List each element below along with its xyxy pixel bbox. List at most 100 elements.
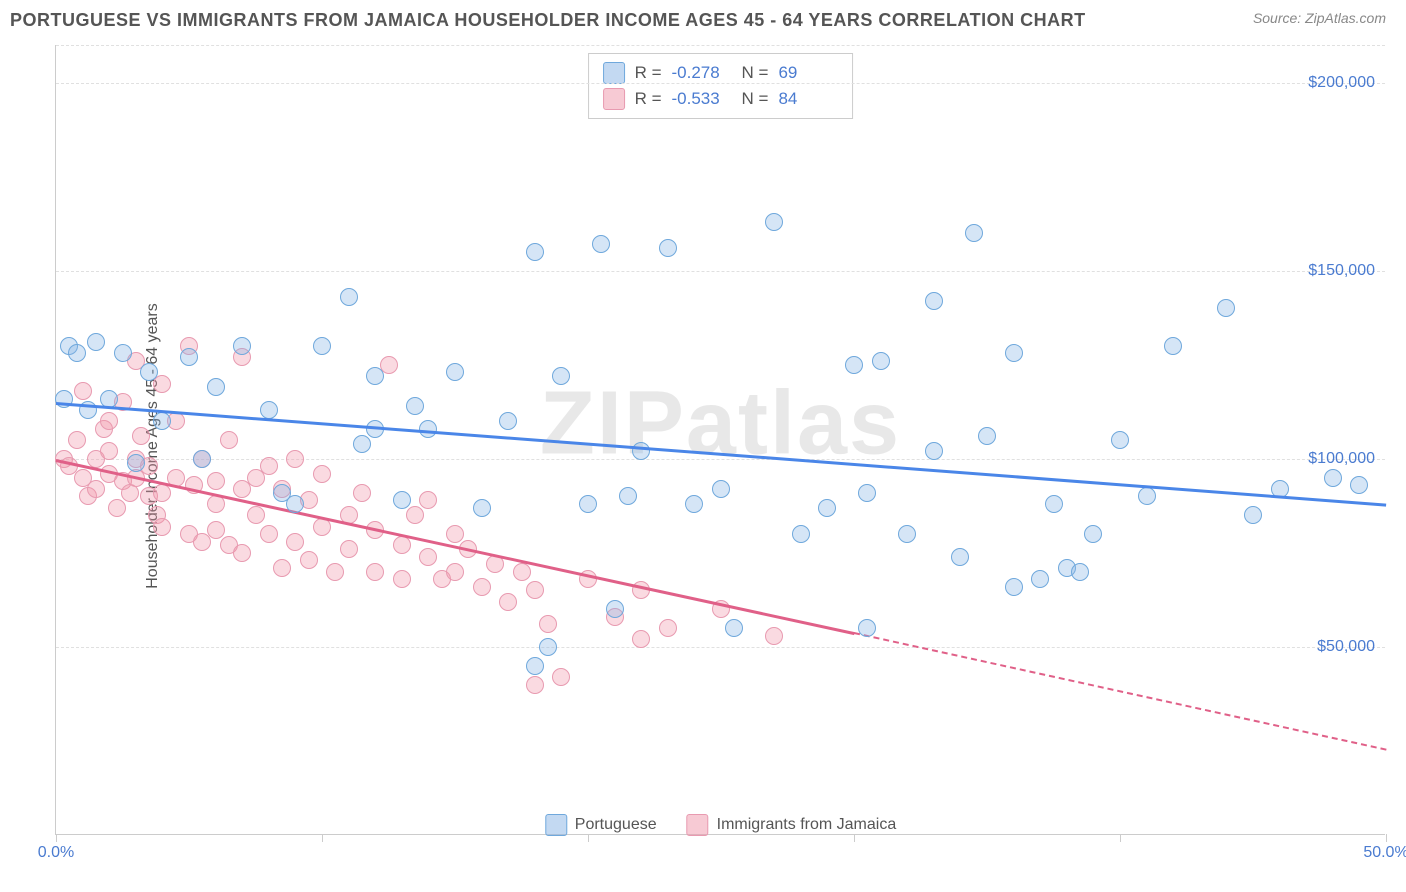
gridline-horizontal [56, 647, 1385, 648]
data-point [419, 548, 437, 566]
data-point [207, 378, 225, 396]
gridline-horizontal [56, 271, 1385, 272]
data-point [513, 563, 531, 581]
data-point [419, 491, 437, 509]
y-tick-label: $200,000 [1308, 74, 1375, 92]
data-point [792, 525, 810, 543]
data-point [68, 431, 86, 449]
data-point [725, 619, 743, 637]
data-point [220, 431, 238, 449]
data-point [286, 533, 304, 551]
data-point [286, 495, 304, 513]
data-point [1111, 431, 1129, 449]
data-point [1164, 337, 1182, 355]
gridline-horizontal [56, 83, 1385, 84]
data-point [326, 563, 344, 581]
data-point [260, 457, 278, 475]
data-point [712, 480, 730, 498]
data-point [193, 450, 211, 468]
data-point [260, 401, 278, 419]
data-point [153, 484, 171, 502]
x-tick-label: 0.0% [38, 844, 74, 862]
chart-title: PORTUGUESE VS IMMIGRANTS FROM JAMAICA HO… [10, 10, 1086, 31]
data-point [140, 363, 158, 381]
y-tick-label: $100,000 [1308, 450, 1375, 468]
data-point [965, 224, 983, 242]
legend-label: Portuguese [575, 816, 657, 834]
data-point [260, 525, 278, 543]
data-point [87, 480, 105, 498]
data-point [539, 615, 557, 633]
data-point [659, 619, 677, 637]
data-point [1217, 299, 1235, 317]
data-point [132, 427, 150, 445]
data-point [898, 525, 916, 543]
data-point [108, 499, 126, 517]
data-point [845, 356, 863, 374]
data-point [207, 521, 225, 539]
data-point [393, 570, 411, 588]
data-point [1045, 495, 1063, 513]
data-point [353, 435, 371, 453]
data-point [552, 367, 570, 385]
swatch-icon [545, 814, 567, 836]
swatch-icon [603, 62, 625, 84]
data-point [978, 427, 996, 445]
data-point [87, 333, 105, 351]
data-point [247, 506, 265, 524]
data-point [765, 213, 783, 231]
data-point [68, 344, 86, 362]
r-value: -0.278 [672, 63, 732, 83]
y-tick-label: $50,000 [1317, 638, 1375, 656]
data-point [1324, 469, 1342, 487]
x-tick [322, 834, 323, 842]
data-point [526, 243, 544, 261]
data-point [619, 487, 637, 505]
data-point [473, 499, 491, 517]
data-point [1005, 578, 1023, 596]
data-point [153, 518, 171, 536]
data-point [552, 668, 570, 686]
r-label: R = [635, 89, 662, 109]
data-point [127, 454, 145, 472]
data-point [406, 506, 424, 524]
data-point [180, 348, 198, 366]
data-point [632, 442, 650, 460]
data-point [818, 499, 836, 517]
source-attribution: Source: ZipAtlas.com [1253, 10, 1386, 26]
gridline-horizontal [56, 45, 1385, 46]
data-point [393, 536, 411, 554]
data-point [1071, 563, 1089, 581]
data-point [632, 630, 650, 648]
data-point [499, 593, 517, 611]
data-point [579, 495, 597, 513]
data-point [340, 540, 358, 558]
gridline-horizontal [56, 459, 1385, 460]
data-point [366, 563, 384, 581]
data-point [1244, 506, 1262, 524]
data-point [1350, 476, 1368, 494]
data-point [233, 544, 251, 562]
data-point [353, 484, 371, 502]
data-point [606, 600, 624, 618]
x-tick [588, 834, 589, 842]
data-point [872, 352, 890, 370]
data-point [858, 619, 876, 637]
trend-line-extrapolated [854, 632, 1386, 751]
series-legend: Portuguese Immigrants from Jamaica [545, 814, 896, 836]
data-point [207, 472, 225, 490]
data-point [539, 638, 557, 656]
data-point [366, 367, 384, 385]
data-point [925, 292, 943, 310]
data-point [300, 551, 318, 569]
data-point [858, 484, 876, 502]
data-point [153, 412, 171, 430]
data-point [273, 559, 291, 577]
data-point [406, 397, 424, 415]
data-point [473, 578, 491, 596]
trend-line [56, 459, 855, 634]
data-point [526, 676, 544, 694]
data-point [592, 235, 610, 253]
data-point [419, 420, 437, 438]
data-point [286, 450, 304, 468]
